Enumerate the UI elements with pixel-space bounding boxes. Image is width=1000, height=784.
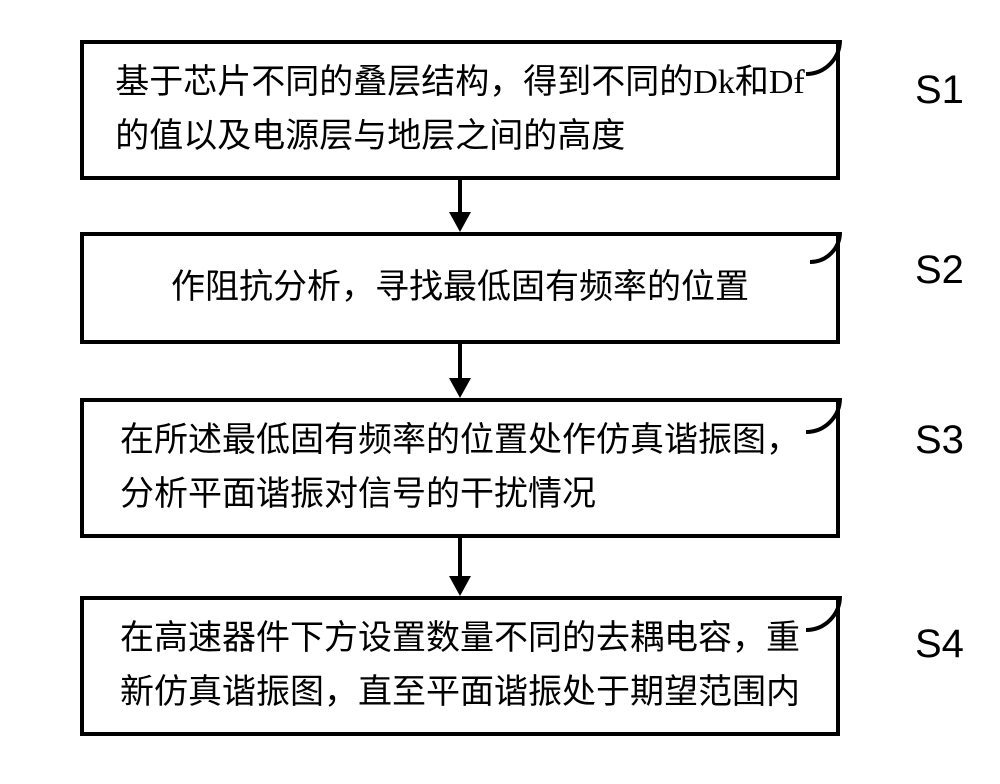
flow-step-text: 在高速器件下方设置数量不同的去耦电容，重 新仿真谐振图，直至平面谐振处于期望范围… [120,612,800,721]
flow-step-text: 基于芯片不同的叠层结构，得到不同的Dk和Df 的值以及电源层与地层之间的高度 [115,56,804,165]
arrow-1 [438,180,482,234]
flowchart-canvas: 基于芯片不同的叠层结构，得到不同的Dk和Df 的值以及电源层与地层之间的高度 S1… [0,0,1000,784]
arrow-2 [438,344,482,400]
bracket-s2 [806,228,874,296]
step-label-s3: S3 [915,418,964,463]
flow-step-s4: 在高速器件下方设置数量不同的去耦电容，重 新仿真谐振图，直至平面谐振处于期望范围… [80,596,840,736]
bracket-s4 [802,592,878,668]
bracket-s1 [802,36,878,112]
flow-step-s2: 作阻抗分析，寻找最低固有频率的位置 [80,232,840,344]
step-label-s1: S1 [915,68,964,113]
flow-step-text: 作阻抗分析，寻找最低固有频率的位置 [171,261,749,315]
step-label-s4: S4 [915,622,964,667]
bracket-s3 [802,394,878,470]
flow-step-s3: 在所述最低固有频率的位置处作仿真谐振图， 分析平面谐振对信号的干扰情况 [80,398,840,538]
arrow-3 [438,538,482,598]
step-label-s2: S2 [915,248,964,293]
flow-step-text: 在所述最低固有频率的位置处作仿真谐振图， 分析平面谐振对信号的干扰情况 [120,414,800,523]
flow-step-s1: 基于芯片不同的叠层结构，得到不同的Dk和Df 的值以及电源层与地层之间的高度 [80,40,840,180]
